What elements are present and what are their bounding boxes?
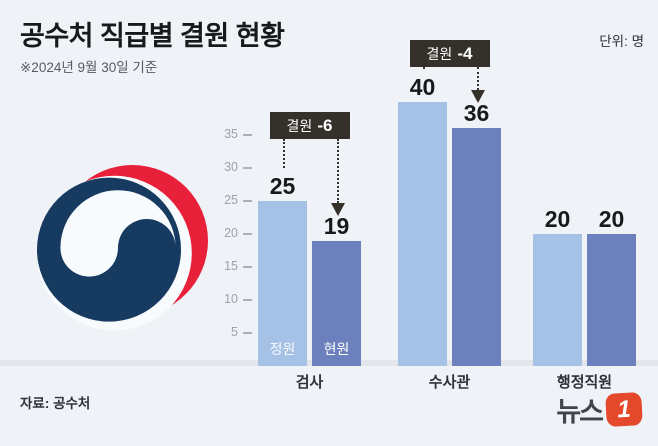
bar-value-label: 25 xyxy=(269,173,296,199)
y-axis-tick-label: 10 xyxy=(224,292,238,306)
vacancy-badge: 결원 -6 xyxy=(269,112,350,139)
vacancy-badge-prefix: 결원 xyxy=(286,117,313,134)
y-axis-tick-label: 30 xyxy=(224,160,238,174)
y-axis-tick-mark xyxy=(243,233,252,235)
unit-label: 단위: 명 xyxy=(599,34,644,49)
news1-logo: 뉴스 1 xyxy=(556,390,643,429)
news1-logo-text: 뉴스 xyxy=(556,397,604,427)
source-credit: 자료: 공수처 xyxy=(20,396,91,411)
y-axis-tick-mark xyxy=(243,332,252,334)
bar-value-label: 20 xyxy=(544,206,571,232)
vacancy-badge-delta: -4 xyxy=(457,43,473,63)
dotted-connector xyxy=(422,67,425,69)
dotted-connector xyxy=(476,67,479,91)
bar-value-label: 20 xyxy=(598,206,625,232)
bar-current xyxy=(452,128,501,366)
arrow-down-icon xyxy=(470,90,485,104)
series-label-current: 현원 xyxy=(323,341,350,357)
y-axis-tick-mark xyxy=(243,200,252,202)
bar-quota xyxy=(258,201,307,366)
bar-current xyxy=(312,240,361,366)
y-axis-tick-label: 5 xyxy=(231,325,238,339)
y-axis-tick-mark xyxy=(243,299,252,301)
bar-value-label: 19 xyxy=(323,212,350,239)
vacancy-badge-prefix: 결원 xyxy=(426,45,453,62)
y-axis-tick-mark xyxy=(243,266,252,268)
vacancy-badge: 결원 -4 xyxy=(409,40,490,67)
dotted-connector xyxy=(282,139,285,168)
bar-value-label: 40 xyxy=(409,74,436,100)
news1-logo-badge: 1 xyxy=(605,392,643,427)
as-of-date-note: ※2024년 9월 30일 기준 xyxy=(20,60,158,75)
vacancy-badge-delta: -6 xyxy=(317,115,333,135)
category-label: 수사관 xyxy=(428,374,471,391)
y-axis-tick-label: 20 xyxy=(224,226,238,240)
bar-current xyxy=(587,234,636,366)
dotted-connector xyxy=(336,139,339,203)
category-label: 검사 xyxy=(295,374,324,391)
page-title: 공수처 직급별 결원 현황 xyxy=(20,21,285,51)
series-label-quota: 정원 xyxy=(269,341,296,357)
y-axis-tick-label: 15 xyxy=(224,259,238,273)
bar-quota xyxy=(398,102,447,366)
bar-value-label: 36 xyxy=(463,100,490,127)
y-axis-tick-mark xyxy=(243,167,252,169)
government-emblem-icon xyxy=(37,165,208,331)
bar-quota xyxy=(533,234,582,366)
y-axis-tick-label: 25 xyxy=(224,193,238,207)
y-axis-tick-label: 35 xyxy=(224,127,238,141)
y-axis-tick-mark xyxy=(243,134,252,136)
arrow-down-icon xyxy=(330,202,345,216)
category-label: 행정직원 xyxy=(556,374,613,391)
